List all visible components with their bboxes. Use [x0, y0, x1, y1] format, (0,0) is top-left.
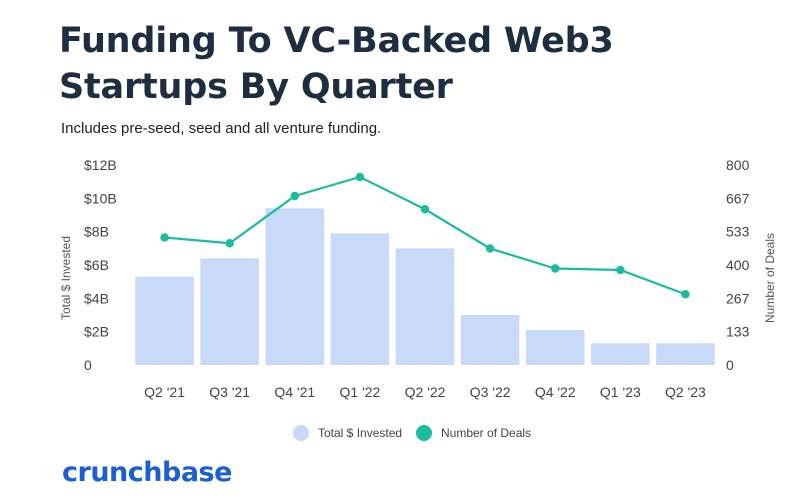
logo-text: crunchbase	[62, 457, 232, 488]
left-tick-label: 0	[84, 357, 92, 373]
x-axis: Q2 '21 Q3 '21 Q4 '21 Q1 '22 Q2 '22 Q3 '22 Q4 '…	[144, 384, 706, 400]
x-tick-label: Q1 '22	[339, 384, 380, 400]
right-tick-label: 667	[726, 190, 750, 206]
x-tick-label: Q4 '21	[274, 384, 315, 400]
legend-line-label: Number of Deals	[441, 426, 531, 440]
bar-7	[525, 330, 585, 365]
bar-6	[460, 315, 520, 365]
left-axis: 0 $2B $4B $6B $8B $10B $12B	[84, 157, 117, 373]
right-tick-label: 133	[726, 324, 750, 340]
left-tick-label: $2B	[84, 324, 109, 340]
bar-3	[265, 208, 325, 365]
deals-point-8	[616, 265, 625, 275]
bar-5	[395, 248, 455, 365]
right-tick-label: 267	[726, 290, 750, 306]
deals-point-7	[551, 264, 560, 273]
right-axis: 0 133 267 400 533 667 800	[726, 157, 750, 373]
x-tick-label: Q4 '22	[535, 384, 576, 400]
crunchbase-logo: crunchbase	[62, 457, 232, 488]
chart-title: Funding To VC-Backed Web3 Startups By Qu…	[59, 21, 614, 107]
left-tick-label: $6B	[84, 257, 109, 273]
legend: Total $ Invested Number of Deals	[293, 425, 531, 441]
x-tick-label: Q1 '23	[600, 384, 641, 400]
bar-9	[656, 343, 715, 365]
deals-point-5	[420, 205, 430, 214]
right-tick-label: 0	[726, 357, 734, 373]
x-tick-label: Q2 '21	[144, 384, 185, 400]
left-tick-label: $4B	[84, 290, 109, 306]
right-tick-label: 800	[726, 157, 750, 173]
left-tick-label: $8B	[84, 224, 109, 240]
deals-point-9	[681, 290, 690, 299]
left-axis-label: Total $ Invested	[59, 236, 73, 320]
legend-bar-label: Total $ Invested	[318, 426, 402, 440]
legend-line-swatch	[416, 425, 432, 441]
right-tick-label: 400	[726, 257, 750, 273]
left-tick-label: $12B	[84, 157, 117, 173]
deals-point-6	[485, 244, 495, 253]
bar-4	[330, 233, 390, 365]
x-tick-label: Q3 '22	[470, 384, 511, 400]
bar-2	[200, 258, 259, 365]
bar-1	[135, 276, 194, 365]
chart-subtitle: Includes pre-seed, seed and all venture …	[61, 120, 382, 137]
right-tick-label: 533	[726, 224, 750, 240]
bar-series	[135, 208, 715, 365]
bar-8	[591, 343, 650, 365]
deals-point-1	[160, 233, 169, 242]
right-axis-label: Number of Deals	[763, 233, 777, 323]
deals-point-3	[290, 191, 299, 201]
line-series	[160, 172, 690, 299]
x-tick-label: Q3 '21	[209, 384, 250, 400]
left-tick-label: $10B	[84, 190, 117, 206]
deals-point-2	[225, 239, 234, 248]
legend-bar-swatch	[293, 425, 309, 441]
deals-point-4	[355, 172, 365, 182]
x-tick-label: Q2 '22	[405, 384, 446, 400]
x-tick-label: Q2 '23	[665, 384, 706, 400]
